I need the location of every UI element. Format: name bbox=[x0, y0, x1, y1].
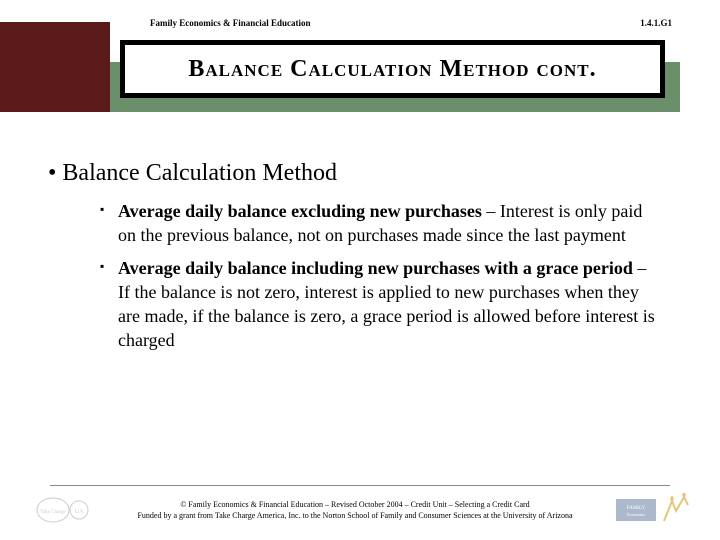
sub-list: Average daily balance excluding new purc… bbox=[100, 199, 660, 353]
footer-divider bbox=[50, 485, 670, 486]
footer-logo-right: FAMILY Economics bbox=[610, 492, 690, 528]
svg-text:Take Charge: Take Charge bbox=[40, 510, 66, 515]
footer-content: Take Charge UA © Family Economics & Fina… bbox=[30, 492, 690, 528]
sub-item-lead: Average daily balance including new purc… bbox=[118, 258, 633, 278]
accent-block bbox=[0, 22, 110, 112]
sub-item: Average daily balance excluding new purc… bbox=[100, 199, 660, 248]
sub-item: Average daily balance including new purc… bbox=[100, 256, 660, 353]
sub-item-lead: Average daily balance excluding new purc… bbox=[118, 201, 482, 221]
footer-line-2: Funded by a grant from Take Charge Ameri… bbox=[110, 510, 600, 521]
footer: Take Charge UA © Family Economics & Fina… bbox=[0, 485, 720, 528]
header-right-label: 1.4.1.G1 bbox=[640, 18, 672, 28]
content-area: Balance Calculation Method Average daily… bbox=[0, 120, 720, 353]
footer-line-1: © Family Economics & Financial Education… bbox=[110, 499, 600, 510]
header: Family Economics & Financial Education 1… bbox=[0, 0, 720, 120]
footer-text: © Family Economics & Financial Education… bbox=[100, 499, 610, 521]
title-box: Balance Calculation Method cont. bbox=[120, 40, 665, 98]
svg-text:UA: UA bbox=[75, 509, 84, 515]
svg-text:FAMILY: FAMILY bbox=[627, 506, 646, 511]
footer-logo-left: Take Charge UA bbox=[30, 494, 100, 526]
slide-title: Balance Calculation Method cont. bbox=[188, 56, 596, 83]
svg-text:Economics: Economics bbox=[627, 512, 645, 517]
top-header-line: Family Economics & Financial Education 1… bbox=[150, 18, 672, 28]
header-left-label: Family Economics & Financial Education bbox=[150, 18, 311, 28]
main-bullet: Balance Calculation Method bbox=[48, 160, 670, 187]
